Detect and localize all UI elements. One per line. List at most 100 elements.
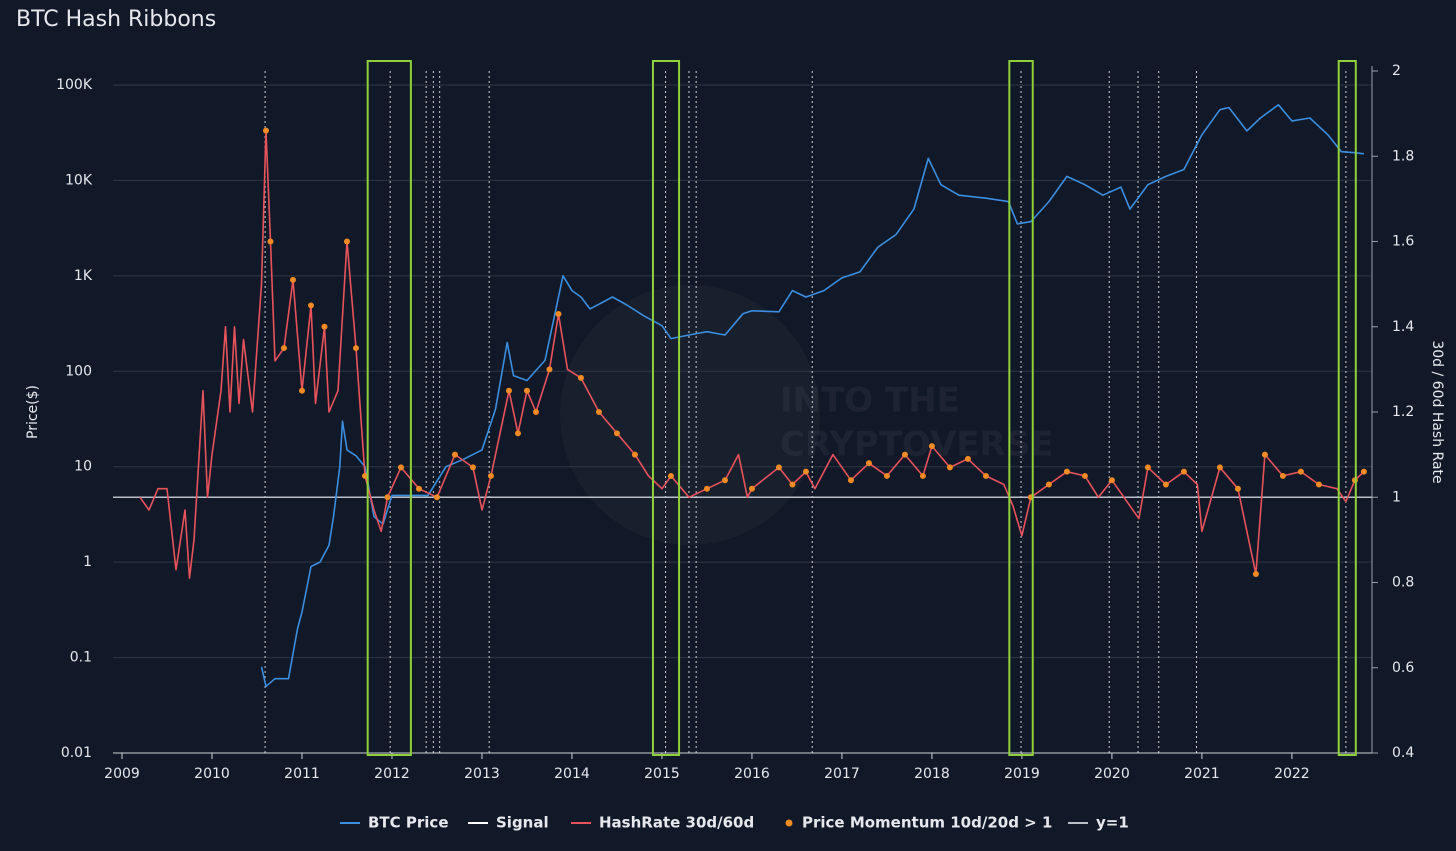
momentum-dot <box>361 472 368 479</box>
momentum-dot <box>1162 481 1169 488</box>
momentum-dot <box>267 238 274 245</box>
momentum-dot <box>577 374 584 381</box>
momentum-dot <box>883 472 890 479</box>
legend-label: BTC Price <box>368 814 449 832</box>
highlight-box <box>1337 60 1357 756</box>
momentum-dot <box>397 464 404 471</box>
momentum-dot <box>469 464 476 471</box>
x-tick-label: 2018 <box>914 766 950 782</box>
y-tick-label: 100 <box>65 363 92 379</box>
y2-tick-label: 1.2 <box>1392 404 1414 420</box>
momentum-dot <box>1216 464 1223 471</box>
momentum-dot <box>982 472 989 479</box>
y-tick-label: 10 <box>74 459 92 475</box>
momentum-dot <box>901 451 908 458</box>
momentum-dot <box>321 323 328 330</box>
momentum-dot <box>613 430 620 437</box>
momentum-dot <box>703 485 710 492</box>
y-axis-title: Price($) <box>25 385 41 439</box>
momentum-dot <box>631 451 638 458</box>
y2-tick-label: 1.8 <box>1392 148 1414 164</box>
legend-label: y=1 <box>1096 814 1129 832</box>
chart-title: BTC Hash Ribbons <box>16 7 216 32</box>
y2-tick-label: 1.6 <box>1392 234 1414 250</box>
y-tick-label: 1K <box>74 268 93 284</box>
y2-tick-label: 2 <box>1392 63 1401 79</box>
momentum-dot <box>847 477 854 484</box>
x-tick-label: 2020 <box>1094 766 1130 782</box>
y-tick-label: 10K <box>65 172 93 188</box>
momentum-dot <box>415 485 422 492</box>
y2-tick-label: 1 <box>1392 489 1401 505</box>
momentum-dot <box>1261 451 1268 458</box>
momentum-dot <box>280 345 287 352</box>
y2-tick-label: 0.4 <box>1392 745 1414 761</box>
momentum-dot <box>505 387 512 394</box>
momentum-dot <box>555 310 562 317</box>
momentum-dot <box>775 464 782 471</box>
y2-axis-title: 30d / 60d Hash Rate <box>1429 340 1445 483</box>
momentum-dot <box>748 485 755 492</box>
momentum-dot <box>919 472 926 479</box>
momentum-dot <box>928 443 935 450</box>
x-tick-label: 2010 <box>194 766 230 782</box>
momentum-dot <box>514 430 521 437</box>
x-tick-label: 2012 <box>374 766 410 782</box>
momentum-dot <box>298 387 305 394</box>
momentum-dot <box>1081 472 1088 479</box>
legend-marker <box>785 819 793 827</box>
momentum-dot <box>1360 468 1367 475</box>
x-tick-label: 2015 <box>644 766 680 782</box>
momentum-dot <box>789 481 796 488</box>
x-tick-label: 2019 <box>1004 766 1040 782</box>
y-tick-label: 0.1 <box>70 650 92 666</box>
y2-tick-label: 1.4 <box>1392 319 1414 335</box>
momentum-dot <box>487 472 494 479</box>
highlight-box <box>366 60 412 756</box>
highlight-box <box>651 60 681 756</box>
highlight-box <box>1008 60 1034 756</box>
momentum-dot <box>546 366 553 373</box>
momentum-dot <box>532 409 539 415</box>
x-tick-label: 2021 <box>1184 766 1220 782</box>
x-tick-label: 2009 <box>104 766 140 782</box>
momentum-dot <box>289 276 296 283</box>
momentum-dot <box>433 494 440 501</box>
momentum-dot <box>667 472 674 479</box>
y-tick-label: 100K <box>56 77 93 93</box>
momentum-dot <box>384 494 391 501</box>
momentum-dot <box>721 477 728 484</box>
y-tick-label: 1 <box>83 554 92 570</box>
momentum-dot <box>1252 570 1259 577</box>
y-tick-label: 0.01 <box>61 745 92 761</box>
x-tick-label: 2016 <box>734 766 770 782</box>
momentum-dot <box>1279 472 1286 479</box>
momentum-dot <box>343 238 350 245</box>
series-line <box>139 129 1365 579</box>
momentum-dot <box>595 409 602 415</box>
momentum-dot <box>1315 481 1322 488</box>
momentum-dot <box>964 455 971 462</box>
legend-label: Price Momentum 10d/20d > 1 <box>802 814 1052 832</box>
momentum-dot <box>451 451 458 458</box>
legend-label: HashRate 30d/60d <box>599 814 754 832</box>
x-tick-label: 2022 <box>1274 766 1310 782</box>
momentum-dot <box>1045 481 1052 488</box>
legend-label: Signal <box>496 814 549 832</box>
momentum-dot <box>1144 464 1151 471</box>
momentum-dot <box>352 345 359 352</box>
momentum-dot <box>1108 477 1115 484</box>
x-tick-label: 2017 <box>824 766 860 782</box>
momentum-dot <box>1180 468 1187 475</box>
watermark: INTO THE <box>780 381 960 421</box>
watermark: CRYPTOVERSE <box>780 425 1053 465</box>
momentum-dot <box>1297 468 1304 475</box>
momentum-dot <box>946 464 953 471</box>
y2-tick-label: 0.8 <box>1392 575 1414 591</box>
y2-tick-label: 0.6 <box>1392 660 1414 676</box>
momentum-dot <box>802 468 809 475</box>
momentum-dot <box>262 127 269 134</box>
x-tick-label: 2014 <box>554 766 590 782</box>
x-tick-label: 2011 <box>284 766 320 782</box>
